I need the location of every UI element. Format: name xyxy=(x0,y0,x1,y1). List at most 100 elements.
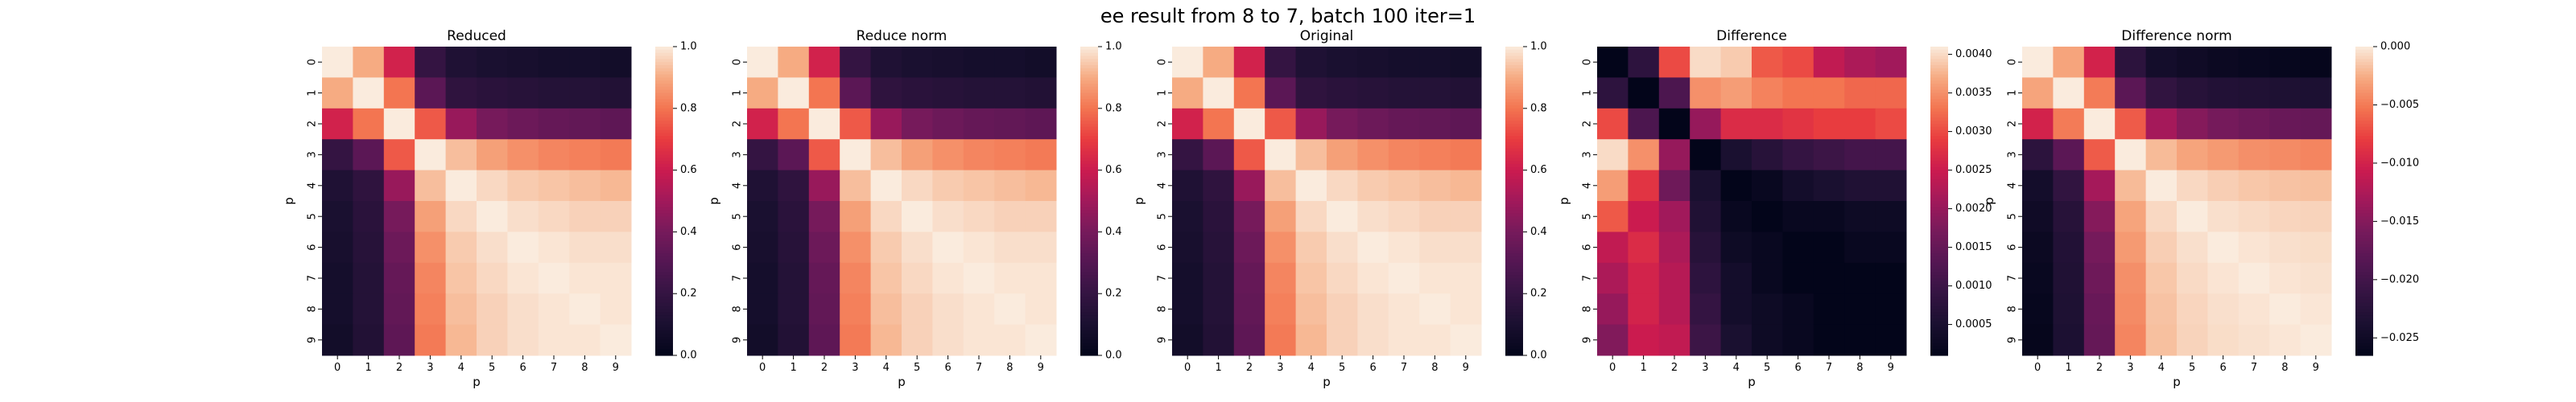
x-tick-label: 6 xyxy=(1794,362,1801,374)
x-axis-label: p xyxy=(898,375,906,389)
colorbar-segment xyxy=(1505,59,1523,63)
colorbar-segment xyxy=(1930,240,1948,245)
colorbar-tick-label: −0.020 xyxy=(2380,273,2419,285)
colorbar-segment xyxy=(2355,188,2373,193)
colorbar-segment xyxy=(1505,343,1523,347)
heatmap-cell xyxy=(1357,47,1389,78)
y-tick-label: 1 xyxy=(1157,89,1169,96)
heatmap-cell xyxy=(840,232,872,264)
x-tick-label: 3 xyxy=(427,362,433,374)
heatmap-cell xyxy=(1450,262,1482,294)
heatmap-cell xyxy=(1388,77,1420,109)
colorbar-segment xyxy=(2355,68,2373,72)
colorbar-segment xyxy=(1505,302,1523,307)
colorbar-tick-label: 1.0 xyxy=(680,41,697,53)
colorbar-segment xyxy=(1505,105,1523,109)
heatmap-cell xyxy=(322,77,353,109)
heatmap-cell xyxy=(2115,232,2147,264)
colorbar-tick-label: 1.0 xyxy=(1105,41,1122,53)
heatmap-cell xyxy=(538,170,570,202)
heatmap-cell xyxy=(445,293,477,326)
heatmap-cell xyxy=(1265,262,1297,294)
colorbar-segment xyxy=(1505,49,1523,54)
heatmap-cell xyxy=(1388,170,1420,202)
colorbar-segment xyxy=(655,179,673,183)
colorbar: 0.0005 0.0010 0.0015 0.0020 0.0025 0.0030 0.00… xyxy=(1930,47,1992,356)
heatmap-cell xyxy=(1419,170,1451,202)
colorbar-segment xyxy=(1930,71,1948,76)
colorbar-segment xyxy=(1080,299,1098,304)
x-tick-label: 9 xyxy=(613,362,619,374)
heatmap-cell xyxy=(1658,232,1690,264)
heatmap-cell xyxy=(383,262,415,294)
heatmap-cell xyxy=(2053,201,2085,232)
colorbar-segment xyxy=(1080,232,1098,236)
heatmap-cell xyxy=(1628,262,1660,294)
heatmap-cell xyxy=(1875,170,1907,202)
heatmap-cell xyxy=(932,139,964,171)
colorbar-segment xyxy=(655,188,673,193)
heatmap-cell xyxy=(994,262,1026,294)
colorbar-segment xyxy=(1930,198,1948,202)
y-axis-label: p xyxy=(1132,197,1146,205)
colorbar-segment xyxy=(655,309,673,313)
heatmap-cell xyxy=(1658,201,1690,232)
colorbar-segment xyxy=(1930,62,1948,66)
colorbar-segment xyxy=(1505,114,1523,118)
heatmap-cell xyxy=(1388,139,1420,171)
colorbar-segment xyxy=(2355,126,2373,131)
colorbar-segment xyxy=(1080,330,1098,334)
colorbar-segment xyxy=(1505,145,1523,150)
colorbar-tick-label: 0.4 xyxy=(1530,226,1547,238)
colorbar-segment xyxy=(1930,225,1948,230)
colorbar-segment xyxy=(1505,139,1523,143)
y-tick-label: 9 xyxy=(1157,337,1169,343)
colorbar-segment xyxy=(655,213,673,217)
heatmap-cell xyxy=(2115,47,2147,78)
colorbar-segment xyxy=(1080,275,1098,279)
y-tick-label: 4 xyxy=(732,183,744,189)
x-tick-label: 4 xyxy=(1308,362,1315,374)
heatmap-cell xyxy=(1628,77,1660,109)
colorbar-segment xyxy=(1930,139,1948,143)
heatmap-cell xyxy=(1388,232,1420,264)
heatmap-cell xyxy=(778,139,810,171)
heatmap-cell xyxy=(1752,170,1783,202)
colorbar-segment xyxy=(1080,117,1098,121)
colorbar-segment xyxy=(1505,77,1523,81)
colorbar-segment xyxy=(655,176,673,180)
panel-title: Difference xyxy=(1716,28,1787,44)
colorbar-segment xyxy=(2355,334,2373,338)
heatmap-cell xyxy=(1597,293,1629,326)
heatmap-cell xyxy=(932,47,964,78)
heatmap-cell xyxy=(808,139,840,171)
colorbar-segment xyxy=(1930,259,1948,264)
heatmap-cell xyxy=(840,293,872,326)
colorbar-tick-label: 0.8 xyxy=(680,102,697,114)
colorbar-segment xyxy=(1080,99,1098,103)
colorbar-segment xyxy=(655,166,673,171)
heatmap-cell xyxy=(1419,108,1451,140)
heatmap-cell xyxy=(353,201,385,232)
colorbar-segment xyxy=(1080,182,1098,187)
y-tick-label: 2 xyxy=(1582,121,1594,127)
heatmap-cell xyxy=(1597,201,1629,232)
colorbar-segment xyxy=(1080,247,1098,252)
x-tick-label: 8 xyxy=(1006,362,1013,374)
colorbar-segment xyxy=(2355,55,2373,59)
x-tick-label: 2 xyxy=(396,362,402,374)
colorbar-segment xyxy=(1505,201,1523,205)
x-tick-label: 7 xyxy=(551,362,557,374)
heatmap-cell xyxy=(1025,262,1057,294)
colorbar-segment xyxy=(655,219,673,224)
colorbar-segment xyxy=(1505,68,1523,72)
heatmap-cell xyxy=(2177,47,2208,78)
heatmap-cell xyxy=(778,108,810,140)
colorbar-segment xyxy=(1505,336,1523,341)
heatmap-cell xyxy=(1875,232,1907,264)
colorbar-segment xyxy=(1080,334,1098,338)
heatmap-cell xyxy=(1357,262,1389,294)
heatmap-cell xyxy=(1419,77,1451,109)
heatmap-cell xyxy=(415,108,447,140)
heatmap-cell xyxy=(1233,324,1265,356)
